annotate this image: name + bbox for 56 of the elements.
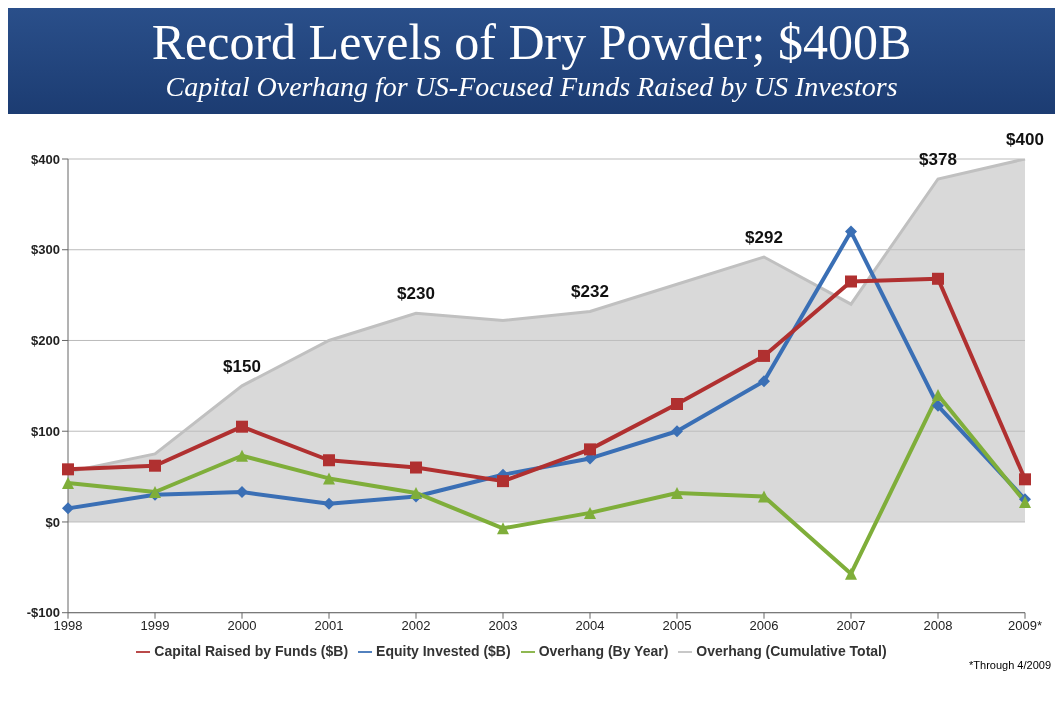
y-tick-label: $0 <box>45 514 60 530</box>
legend-label: Capital Raised by Funds ($B) <box>154 642 349 659</box>
point <box>671 486 683 499</box>
x-tick-label: 2009* <box>1008 617 1042 633</box>
x-tick-label: 2007 <box>836 617 866 633</box>
point <box>149 459 161 472</box>
x-tick-label: 2005 <box>662 617 692 633</box>
legend-label: Overhang (Cumulative Total) <box>696 642 887 659</box>
point <box>584 506 596 519</box>
point <box>758 375 770 388</box>
chart-title: Record Levels of Dry Powder; $400B <box>150 14 913 70</box>
point <box>323 472 335 485</box>
point <box>410 486 422 499</box>
point <box>410 461 422 474</box>
annotation: $378 <box>919 149 957 169</box>
point <box>1019 473 1031 486</box>
annotation: $292 <box>745 228 783 247</box>
x-tick-label: 1999 <box>140 617 170 633</box>
x-tick-label: 2008 <box>923 617 953 633</box>
point <box>671 425 683 438</box>
point <box>62 502 74 515</box>
point <box>236 420 248 433</box>
x-tick-label: 2002 <box>401 617 431 633</box>
annotation: $400 <box>1006 130 1044 149</box>
point <box>845 275 857 288</box>
annotation: $232 <box>571 282 609 302</box>
chart-subtitle: Capital Overhang for US-Focused Funds Raised by US Investors <box>164 70 899 104</box>
x-tick-label: 2001 <box>314 617 344 633</box>
point <box>497 522 509 535</box>
y-tick-label: $100 <box>31 423 60 439</box>
y-tick-label: $300 <box>31 242 60 258</box>
point <box>845 225 857 238</box>
legend-label: Overhang (By Year) <box>538 642 669 659</box>
point <box>323 497 335 510</box>
legend-label: Equity Invested ($B) <box>376 642 511 659</box>
point <box>932 388 944 401</box>
point <box>584 443 596 456</box>
point <box>236 486 248 499</box>
point <box>845 567 857 580</box>
annotation: $230 <box>397 284 435 304</box>
point <box>758 349 770 362</box>
point <box>497 475 509 488</box>
point <box>62 463 74 476</box>
x-tick-label: 2003 <box>488 617 518 633</box>
x-tick-label: 2000 <box>227 617 257 633</box>
point <box>932 272 944 285</box>
y-tick-label: $200 <box>31 333 60 349</box>
point <box>236 449 248 462</box>
x-tick-label: 2006 <box>749 617 779 633</box>
annotation: $150 <box>223 356 261 376</box>
y-tick-label: $400 <box>31 151 60 167</box>
point <box>62 476 74 489</box>
text: *Through 4/2009 <box>968 659 1052 671</box>
point <box>323 454 335 467</box>
x-tick-label: 2004 <box>575 617 605 633</box>
point <box>671 398 683 410</box>
